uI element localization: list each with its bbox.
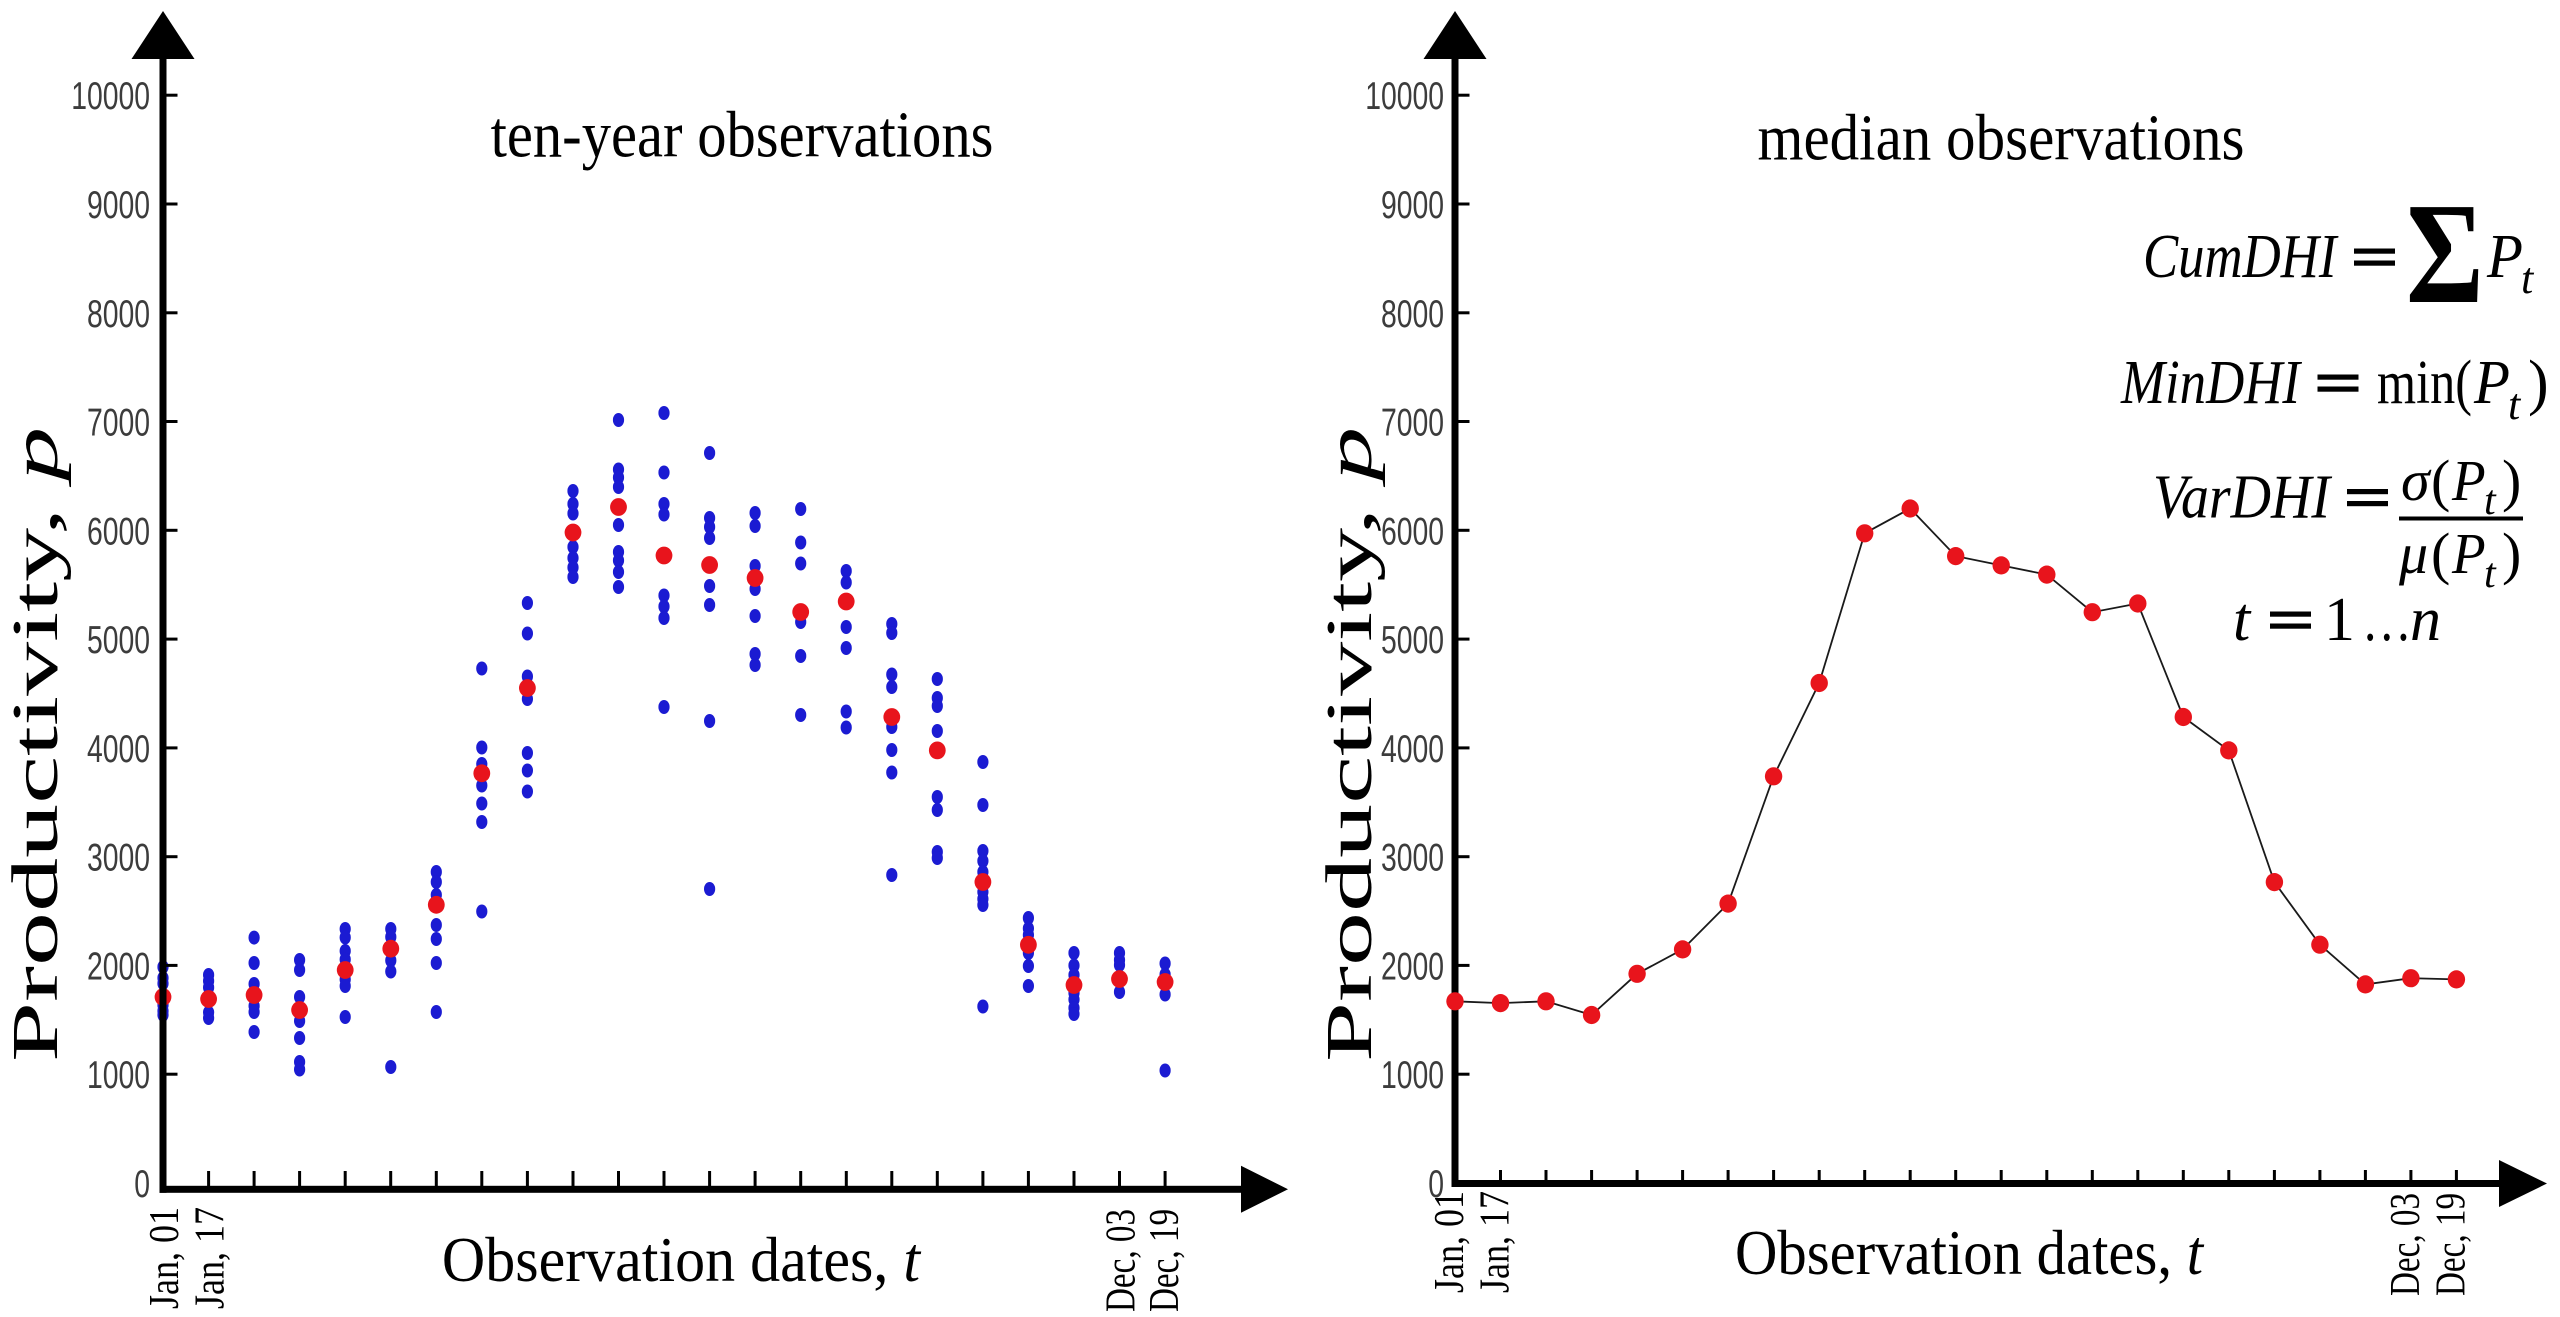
svg-text:μ: μ (2398, 521, 2428, 586)
svg-text:5000: 5000 (1381, 619, 1444, 663)
svg-text:t: t (2508, 380, 2522, 429)
svg-text:4000: 4000 (87, 728, 150, 772)
svg-text:2000: 2000 (87, 945, 150, 989)
svg-text:2000: 2000 (1381, 945, 1444, 989)
svg-text:0: 0 (134, 1163, 150, 1207)
svg-text:Dec, 19: Dec, 19 (2428, 1193, 2475, 1296)
svg-text:6000: 6000 (87, 510, 150, 554)
svg-text:t: t (2233, 586, 2252, 654)
svg-text:Jan, 01: Jan, 01 (1426, 1191, 1472, 1293)
svg-text:Σ: Σ (2406, 173, 2484, 334)
svg-text:7000: 7000 (87, 401, 150, 445)
svg-text:0: 0 (1428, 1163, 1444, 1207)
svg-text:9000: 9000 (1381, 184, 1444, 228)
svg-text:σ: σ (2401, 448, 2432, 513)
svg-text:…: … (2362, 586, 2412, 654)
svg-text:Dec, 03: Dec, 03 (2382, 1193, 2429, 1296)
svg-text:P: P (2451, 450, 2486, 514)
svg-text:5000: 5000 (87, 619, 150, 663)
svg-text:Dec, 19: Dec, 19 (1141, 1209, 1188, 1312)
svg-text:6000: 6000 (1381, 510, 1444, 554)
svg-text:Productivity, p: Productivity, p (0, 427, 72, 1062)
svg-text:Jan, 01: Jan, 01 (141, 1207, 187, 1309)
svg-text:): ) (2502, 448, 2521, 513)
svg-text:): ) (2502, 521, 2521, 586)
svg-text:10000: 10000 (71, 75, 150, 119)
svg-text:P: P (2486, 223, 2523, 292)
svg-text:t: t (2484, 551, 2497, 597)
svg-text:(: ( (2431, 521, 2450, 586)
svg-text:10000: 10000 (1365, 75, 1444, 119)
svg-text:CumDHI: CumDHI (2143, 223, 2339, 291)
svg-text:ten-year observations: ten-year observations (491, 98, 994, 171)
svg-text:VarDHI: VarDHI (2153, 462, 2332, 531)
svg-text:1: 1 (2324, 586, 2355, 654)
svg-text:Jan, 17: Jan, 17 (1472, 1191, 1518, 1293)
svg-text:MinDHI: MinDHI (2120, 349, 2302, 417)
svg-text:P: P (2473, 349, 2510, 418)
svg-text:1000: 1000 (87, 1054, 150, 1098)
svg-text:t: t (2521, 254, 2535, 303)
svg-text:Productivity, p: Productivity, p (1313, 427, 1385, 1062)
svg-text:Jan, 17: Jan, 17 (187, 1207, 233, 1309)
svg-text:Dec, 03: Dec, 03 (1098, 1209, 1145, 1312)
svg-text:median observations: median observations (1758, 100, 2245, 174)
svg-text:n: n (2410, 586, 2441, 654)
svg-text:min(: min( (2377, 349, 2472, 417)
svg-text:7000: 7000 (1381, 401, 1444, 445)
svg-text:3000: 3000 (87, 836, 150, 880)
svg-text:(: ( (2431, 448, 2450, 513)
svg-text:8000: 8000 (87, 292, 150, 336)
svg-text:t: t (2484, 478, 2497, 524)
svg-text:): ) (2528, 349, 2549, 417)
svg-text:Observation dates, t: Observation dates, t (1735, 1218, 2205, 1289)
svg-text:9000: 9000 (87, 184, 150, 228)
svg-text:8000: 8000 (1381, 292, 1444, 336)
svg-text:4000: 4000 (1381, 728, 1444, 772)
svg-text:Observation dates, t: Observation dates, t (442, 1225, 922, 1295)
svg-text:P: P (2451, 523, 2486, 587)
svg-text:1000: 1000 (1381, 1054, 1444, 1098)
svg-text:3000: 3000 (1381, 836, 1444, 880)
